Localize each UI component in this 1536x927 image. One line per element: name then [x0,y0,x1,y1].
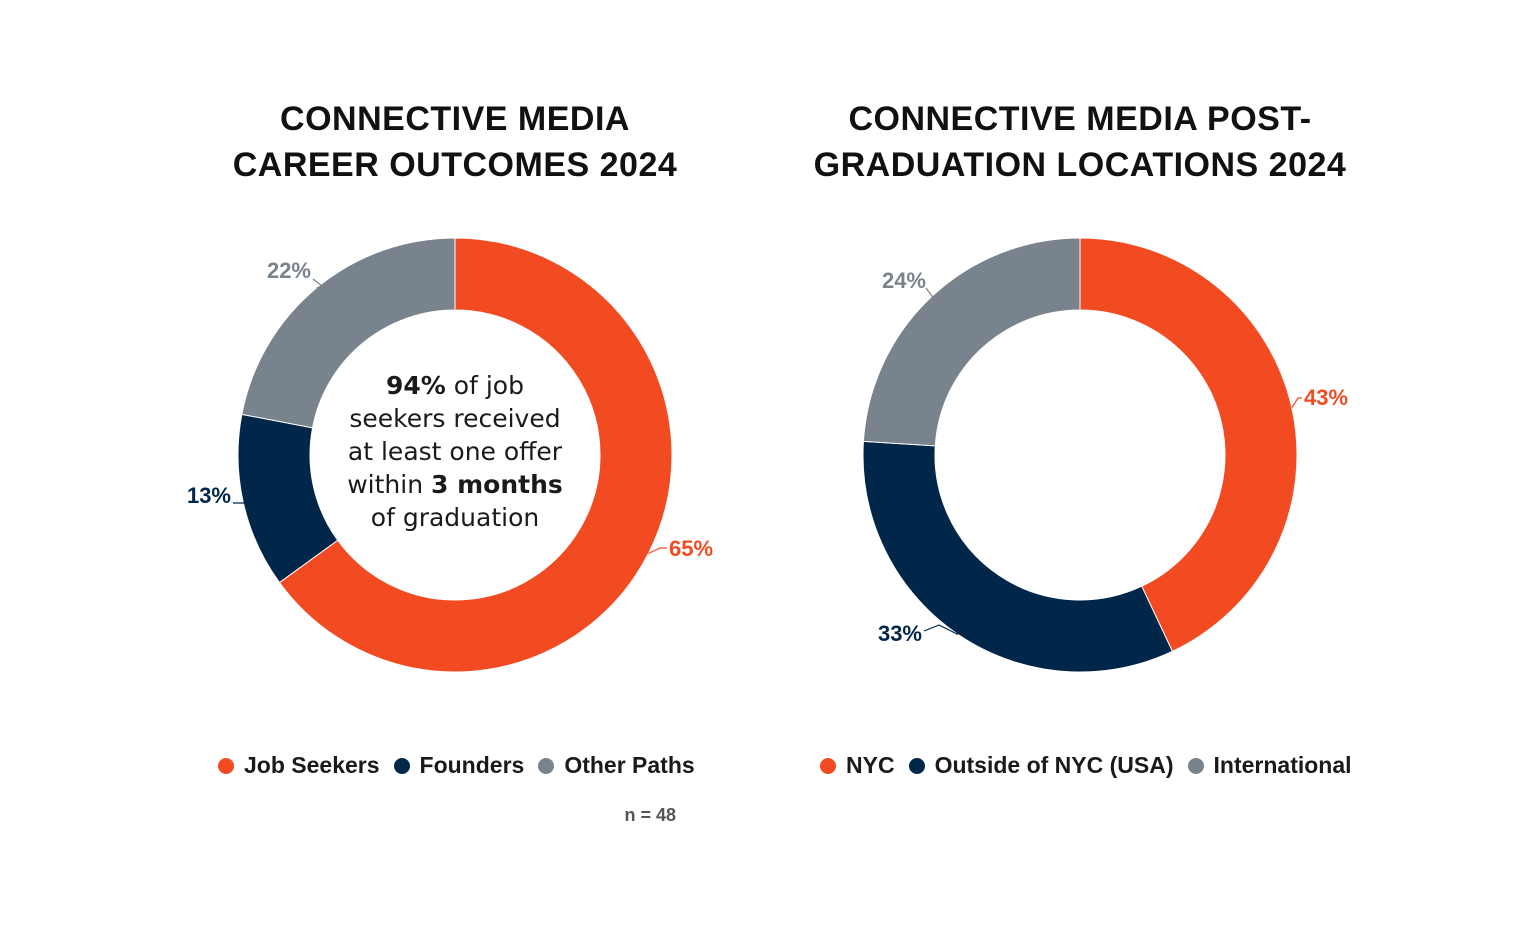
data-label-other-paths: 22% [267,258,311,283]
legend-dot-other-paths [538,757,555,774]
legend-item-other-paths: Other Paths [538,752,695,779]
legend-item-outside-nyc: Outside of NYC (USA) [908,752,1174,779]
center-text-line-1: 94% of job [330,369,580,402]
legend-dot-international [1187,757,1204,774]
center-stat-percent: 94% [386,371,446,400]
data-label-founders: 13% [187,483,231,508]
center-text-fragment: within [347,470,431,499]
leader-line-other-paths [312,278,324,289]
title-line-1: CONNECTIVE MEDIA POST- [848,100,1312,138]
center-text-fragment: of job [445,371,524,400]
donut-center-text: 94% of job seekers received at least one… [330,369,580,534]
legend-item-nyc: NYC [820,752,895,779]
chart-title-locations: CONNECTIVE MEDIA POST- GRADUATION LOCATI… [770,96,1390,188]
chart-title-career-outcomes: CONNECTIVE MEDIA CAREER OUTCOMES 2024 [145,96,765,188]
legend-label: Other Paths [564,752,695,778]
legend-label: International [1213,752,1352,778]
legend-locations: NYC Outside of NYC (USA) International [820,752,1352,779]
legend-dot-founders [393,757,410,774]
legend-item-founders: Founders [393,752,525,779]
legend-dot-nyc [820,757,836,774]
data-label-job-seekers: 65% [669,536,713,561]
data-label-outside-nyc: 33% [878,621,922,646]
donut-slice-international [862,237,1081,447]
legend-career-outcomes: Job Seekers Founders Other Paths [218,752,695,779]
legend-item-international: International [1187,752,1352,779]
legend-label: Job Seekers [244,752,380,778]
legend-dot-outside-nyc [908,757,925,774]
data-label-international: 24% [882,268,926,293]
title-line-2: GRADUATION LOCATIONS 2024 [813,146,1347,184]
center-text-line-5: of graduation [370,503,540,532]
leader-line-nyc [1291,397,1302,408]
legend-label: NYC [846,752,895,778]
data-label-nyc: 43% [1304,385,1348,410]
title-line-1: CONNECTIVE MEDIA [280,100,630,138]
legend-item-job-seekers: Job Seekers [218,752,380,779]
donut-slice-other-paths [241,237,456,429]
donut-slice-nyc [1079,237,1298,653]
legend-dot-job-seekers [218,757,234,774]
center-text-line-4: within 3 months [330,468,580,501]
center-text-line-3: at least one offer [347,437,563,466]
legend-label: Outside of NYC (USA) [934,752,1174,778]
center-text-line-2: seekers received [349,404,561,433]
sample-size-note: n = 48 [624,805,676,825]
legend-label: Founders [419,752,525,778]
center-stat-months: 3 months [431,470,563,499]
donut-slice-outside-nyc [862,440,1174,673]
title-line-2: CAREER OUTCOMES 2024 [232,146,678,184]
leader-line-job-seekers [648,547,667,555]
leader-line-founders [233,501,246,504]
donut-slice-job-seekers [278,237,673,673]
leader-line-outside-nyc [923,624,959,636]
leader-line-international [925,287,933,298]
